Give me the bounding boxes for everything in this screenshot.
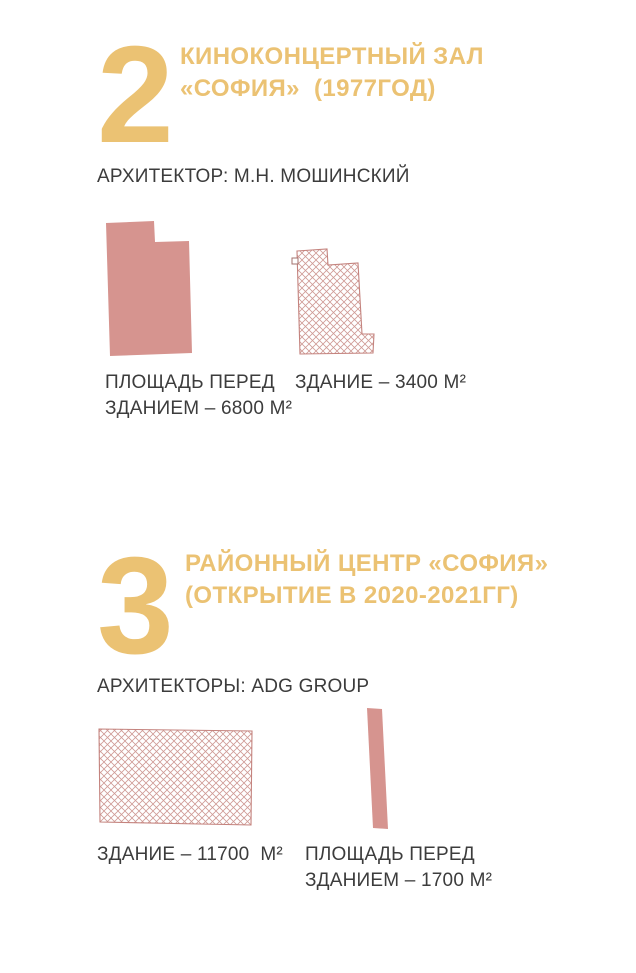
plaza-area-label-line2: ЗДАНИЕМ – 1700 М² — [305, 870, 493, 891]
architect-caption: АРХИТЕКТОР: М.Н. МОШИНСКИЙ — [97, 166, 410, 187]
building-area-label-line1: ЗДАНИЕ – 11700 М² — [97, 844, 283, 865]
plaza-area-label: ПЛОЩАДЬ ПЕРЕД ЗДАНИЕМ – 1700 М² — [305, 842, 492, 894]
plaza-area-label-line1: ПЛОЩАДЬ ПЕРЕД — [105, 372, 275, 393]
section-number: 2 — [97, 18, 174, 172]
building-area-label-line1: ЗДАНИЕ – 3400 М² — [295, 372, 467, 393]
building-footprint-shape — [291, 248, 375, 355]
plaza-area-label-line2: ЗДАНИЕМ – 6800 М² — [105, 398, 293, 419]
section-title-line1: КИНОКОНЦЕРТНЫЙ ЗАЛ — [180, 43, 484, 70]
architect-caption: АРХИТЕКТОРЫ: ADG GROUP — [97, 676, 370, 697]
section-title: РАЙОННЫЙ ЦЕНТР «СОФИЯ» (ОТКРЫТИЕ В 2020-… — [185, 548, 548, 612]
building-footprint-shape — [98, 728, 253, 826]
section-title-line2: «СОФИЯ» (1977ГОД) — [180, 75, 436, 102]
plaza-footprint-shape — [106, 221, 192, 356]
section-title-line1: РАЙОННЫЙ ЦЕНТР «СОФИЯ» — [185, 550, 549, 577]
plaza-area-label: ПЛОЩАДЬ ПЕРЕД ЗДАНИЕМ – 6800 М² — [105, 370, 292, 422]
plaza-footprint-shape — [367, 708, 388, 829]
section-number: 3 — [97, 529, 174, 683]
section-title: КИНОКОНЦЕРТНЫЙ ЗАЛ «СОФИЯ» (1977ГОД) — [180, 41, 484, 105]
plaza-area-label-line1: ПЛОЩАДЬ ПЕРЕД — [305, 844, 475, 865]
building-area-label: ЗДАНИЕ – 3400 М² — [295, 370, 466, 396]
section-title-line2: (ОТКРЫТИЕ В 2020-2021ГГ) — [185, 582, 519, 609]
building-area-label: ЗДАНИЕ – 11700 М² — [97, 842, 283, 868]
